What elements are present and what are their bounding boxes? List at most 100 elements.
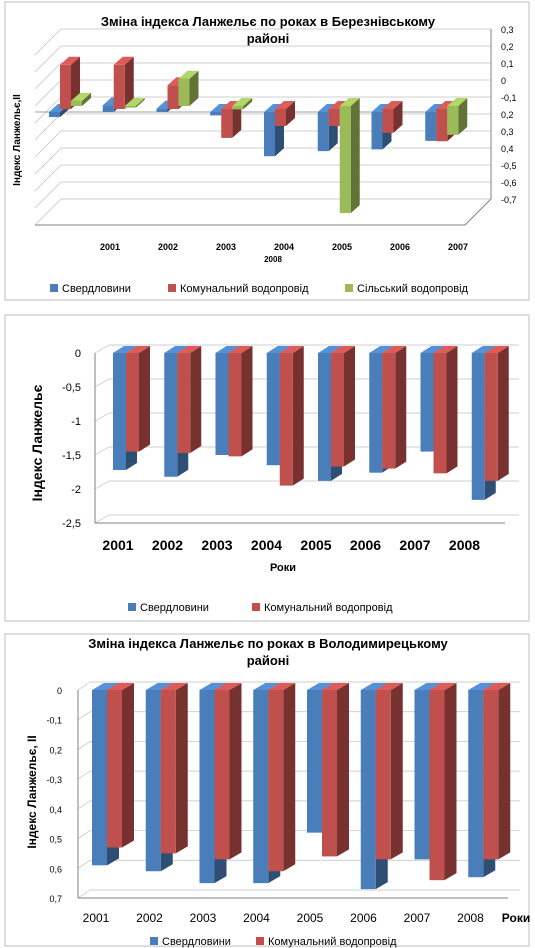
chart1-tick-label: 0,1 — [501, 59, 514, 69]
chart3-bar — [214, 683, 242, 860]
chart3-bar-top — [92, 683, 119, 690]
chart1-tick-label: 0,2 — [501, 42, 514, 52]
chart1-bar-side — [350, 98, 360, 214]
chart3-x-tick-label: 2001 — [83, 911, 110, 925]
chart3-bar-front — [414, 690, 430, 860]
chart1-x-tick-label: 2005 — [332, 242, 352, 252]
chart3-bar-front — [322, 690, 337, 857]
chart2-bar-front — [113, 353, 126, 470]
chart1-x-tick-label: 2004 — [274, 242, 294, 252]
chart1-gridline-diag — [34, 28, 62, 56]
chart2-bar — [279, 346, 304, 486]
chart2-bar-front — [266, 353, 280, 466]
chart2-bar-front — [215, 353, 229, 455]
chart3-x-tick-label: 2004 — [243, 911, 270, 925]
chart1-bar-front — [178, 78, 190, 106]
chart3-bar-top — [145, 683, 173, 690]
chart2-x-axis-label: Роки — [270, 562, 296, 574]
chart2-bar-top — [484, 346, 509, 353]
chart2-bar-top — [433, 346, 458, 353]
chart2-bar — [228, 346, 253, 457]
chart1-gridline-diag — [34, 164, 62, 192]
chart2-x-tick-label: 2004 — [251, 537, 282, 553]
chart3-bar-front — [214, 690, 230, 860]
chart3-bar-top — [483, 683, 511, 690]
chart3-bar-front — [92, 690, 107, 866]
chart1-bars — [49, 56, 468, 214]
chart3-bar-front — [483, 690, 499, 860]
chart1-bar-top — [113, 56, 134, 65]
chart1-gridline-diag — [34, 198, 62, 226]
chart2-bar-front — [369, 353, 383, 473]
chart3-bar-side — [390, 683, 403, 860]
chart2-bar-top — [215, 346, 240, 353]
chart3-tick-label: -0,3 — [46, 775, 62, 785]
chart3-bar — [268, 683, 296, 872]
chart2-tick-label: -0,5 — [62, 382, 81, 394]
chart1-bar-side — [393, 101, 403, 133]
chart2-bar-top — [228, 346, 253, 353]
chart3-bar-front — [268, 690, 284, 872]
chart2-bar-front — [228, 353, 242, 457]
chart1-floor-side — [464, 198, 492, 226]
chart1-gridline-diag — [34, 113, 62, 141]
chart2-bar-side — [395, 346, 407, 469]
chart1-legend-item-label: Комунальний водопровід — [180, 283, 309, 295]
chart2-bar-top — [369, 346, 394, 353]
chart2-bar — [177, 346, 202, 453]
chart1-legend: Свердловини Комунальний водопровід Сільськ… — [50, 283, 469, 295]
chart1-bar-front — [339, 106, 351, 214]
chart2-bar-front — [126, 353, 139, 452]
chart3-legend: Свердловини Комунальний водопровід — [150, 936, 397, 948]
chart1-bar-front — [71, 100, 82, 106]
chart1-x-tick-label: 2003 — [216, 242, 236, 252]
chart3-bar-front — [145, 690, 161, 872]
chart1-bar — [382, 101, 403, 133]
chart2-bar-side — [139, 346, 150, 452]
chart3-x-tick-label: 2006 — [350, 911, 377, 925]
chart2-bar-top — [318, 346, 342, 353]
chart2-bar-front — [382, 353, 396, 469]
chart1-legend-item-label: Сільський водопровід — [357, 283, 469, 295]
chart1-bar-side — [82, 92, 91, 106]
chart2-bar-top — [331, 346, 355, 353]
chart1-bar-side — [286, 101, 295, 126]
chart2-bar-front — [177, 353, 191, 453]
chart3-gridline-diag — [77, 889, 91, 899]
chart3-bar-front — [375, 690, 391, 860]
chart2-bar-top — [164, 346, 189, 353]
chart2-x-tick-label: 2001 — [102, 537, 133, 553]
chart3-bar-front — [468, 690, 484, 878]
chart1-title-line2: районі — [247, 31, 290, 46]
chart2-tick-label: -2 — [71, 484, 81, 496]
chart1-bar-side — [232, 101, 242, 138]
chart3-bar-top — [199, 683, 227, 690]
chart1-gridline-diag — [34, 45, 62, 73]
chart3-x-axis-label: Роки — [502, 911, 530, 925]
chart1-gridline-diag — [34, 181, 62, 209]
chart2-legend-item-label: Комунальний водопровід — [264, 602, 393, 614]
chart3-title-line1: Зміна індекса Ланжельє по роках в Володи… — [88, 636, 448, 651]
chart3-x-tick-label: 2007 — [404, 911, 431, 925]
chart2-bar-top — [279, 346, 304, 353]
chart3-x-tick-label: 2002 — [136, 911, 163, 925]
chart2-bar — [433, 346, 458, 474]
chart1-bar — [113, 56, 134, 109]
chart1-bar-top — [232, 98, 253, 106]
chart3-tick-label: 0 — [57, 686, 62, 696]
chart2-bar-front — [471, 353, 485, 500]
chart1-bar-top — [275, 101, 295, 109]
chart3-bar-front — [360, 690, 376, 890]
chart2-bars — [113, 346, 509, 500]
chart2-legend-item-swatch — [128, 603, 136, 611]
chart1-bar-side — [243, 98, 253, 110]
chart1-bar-side — [124, 56, 134, 109]
chart2-bar-front — [433, 353, 447, 474]
chart3-bar — [107, 683, 134, 848]
chart3-gridline-diag — [77, 830, 91, 839]
chart2-bar-front — [420, 353, 434, 452]
chart2-x-tick-label: 2003 — [201, 537, 232, 553]
chart2-x-tick-label: 2005 — [300, 537, 331, 553]
chart1-bar-front — [113, 64, 125, 109]
chart1-y-axis-label: Індекс Ланжельє,ІІ — [12, 94, 23, 186]
